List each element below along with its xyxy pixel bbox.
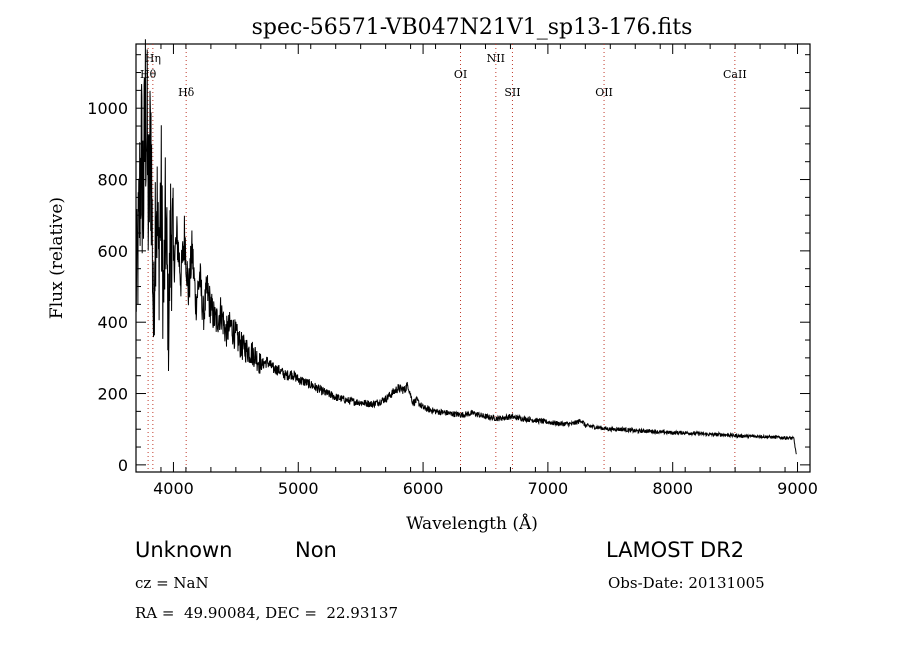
- x-tick-label: 5000: [278, 479, 319, 498]
- chart-title: spec-56571-VB047N21V1_sp13-176.fits: [252, 15, 693, 40]
- emission-line-label: Hθ: [140, 68, 157, 81]
- emission-line-label: Hη: [145, 52, 161, 65]
- flux-spectrum-line: [135, 39, 797, 455]
- survey-name: LAMOST DR2: [606, 538, 745, 562]
- observation-date: Obs-Date: 20131005: [608, 574, 765, 592]
- y-tick-label: 400: [97, 313, 128, 332]
- x-tick-label: 9000: [777, 479, 818, 498]
- plot-frame: [135, 43, 811, 473]
- y-tick-label: 800: [97, 171, 128, 190]
- y-tick-label: 600: [97, 242, 128, 261]
- x-axis-ticks: 4000 5000 6000 7000 8000 9000: [135, 44, 818, 498]
- x-tick-label: 6000: [403, 479, 444, 498]
- x-tick-label: 8000: [652, 479, 693, 498]
- redshift-cz: cz = NaN: [135, 574, 209, 592]
- object-class: Unknown: [135, 538, 233, 562]
- y-tick-label: 0: [118, 456, 128, 475]
- emission-line-label: NII: [487, 52, 505, 65]
- emission-line-label: OI: [454, 68, 467, 81]
- emission-line-label: SII: [504, 86, 520, 99]
- y-tick-label: 200: [97, 385, 128, 404]
- emission-line-label: Hδ: [178, 86, 195, 99]
- emission-lines: Hη Hθ Hδ OI NII SII OII CaII: [140, 44, 747, 472]
- emission-line-label: OII: [595, 86, 613, 99]
- x-tick-label: 4000: [153, 479, 194, 498]
- x-tick-label: 7000: [528, 479, 569, 498]
- emission-line-label: CaII: [723, 68, 747, 81]
- y-axis-label: Flux (relative): [47, 197, 67, 319]
- y-tick-label: 1000: [87, 99, 128, 118]
- x-axis-label: Wavelength (Å): [406, 513, 538, 534]
- object-subclass: Non: [295, 538, 337, 562]
- ra-dec-coordinates: RA = 49.90084, DEC = 22.93137: [135, 604, 399, 622]
